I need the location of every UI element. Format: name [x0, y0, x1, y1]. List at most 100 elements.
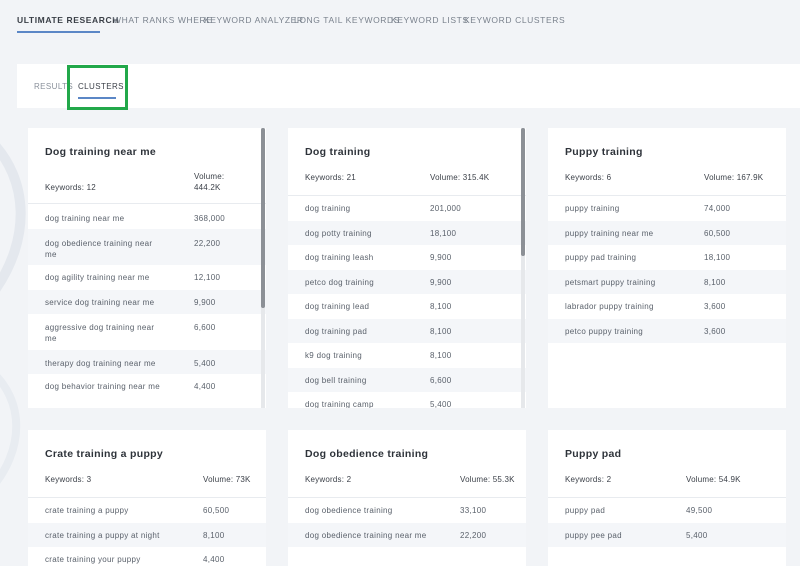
- keyword-row[interactable]: puppy pad 49,500: [548, 498, 786, 523]
- keyword-row[interactable]: dog training near me 368,000: [28, 204, 266, 229]
- tab-ultimate-research[interactable]: ULTIMATE RESEARCH: [17, 15, 119, 25]
- tab-keyword-lists[interactable]: KEYWORD LISTS: [391, 15, 469, 25]
- keyword-list: dog training 201,000 dog potty training 18…: [288, 195, 526, 408]
- cluster-keyword-count: Keywords: 21: [305, 173, 356, 182]
- keyword: dog training leash: [305, 253, 374, 262]
- scrollbar-thumb[interactable]: [261, 128, 265, 308]
- keyword: dog obedience training: [305, 506, 393, 515]
- keyword-volume: 5,400: [430, 400, 452, 408]
- keyword-row[interactable]: k9 dog training 8,100: [288, 343, 526, 368]
- keyword-row[interactable]: puppy training near me 60,500: [548, 221, 786, 245]
- keyword-volume: 22,200: [460, 531, 487, 540]
- keyword-continued: me: [45, 334, 57, 343]
- tab-keyword-clusters[interactable]: KEYWORD CLUSTERS: [464, 15, 566, 25]
- keyword-continued: me: [45, 250, 57, 259]
- keyword-row[interactable]: dog training leash 9,900: [288, 245, 526, 270]
- keyword-row[interactable]: service dog training near me 9,900: [28, 290, 266, 314]
- keyword: dog training: [305, 204, 351, 213]
- keyword-volume: 8,100: [704, 278, 726, 287]
- keyword-row[interactable]: dog bell training 6,600: [288, 368, 526, 392]
- keyword-row[interactable]: dog training lead 8,100: [288, 294, 526, 319]
- keyword: aggressive dog training near: [45, 323, 155, 332]
- keyword-row[interactable]: dog behavior training near me 4,400: [28, 374, 266, 398]
- keyword-row[interactable]: dog obedience training 33,100: [288, 498, 526, 523]
- results-subnav: RESULTS CLUSTERS: [17, 64, 800, 108]
- cluster-keyword-count: Keywords: 12: [45, 183, 96, 192]
- keyword-row[interactable]: dog obedience training near me 22,200: [28, 229, 266, 265]
- keyword-row[interactable]: crate training your puppy 4,400: [28, 547, 266, 566]
- tab-what-ranks-where[interactable]: WHAT RANKS WHERE: [113, 15, 213, 25]
- keyword-row[interactable]: dog training 201,000: [288, 196, 526, 221]
- keyword-volume: 8,100: [203, 531, 225, 540]
- keyword-volume: 3,600: [704, 327, 726, 336]
- keyword-row[interactable]: dog potty training 18,100: [288, 221, 526, 245]
- keyword-volume: 3,600: [704, 302, 726, 311]
- active-subtab-indicator: [78, 97, 116, 99]
- tab-keyword-analyzer[interactable]: KEYWORD ANALYZER: [204, 15, 304, 25]
- keyword-row[interactable]: crate training a puppy at night 8,100: [28, 523, 266, 547]
- keyword-volume: 12,100: [194, 273, 221, 282]
- cluster-title: Puppy pad: [565, 448, 622, 460]
- cluster-keyword-count: Keywords: 2: [565, 475, 612, 484]
- cluster-keyword-count: Keywords: 6: [565, 173, 612, 182]
- keyword-volume: 5,400: [686, 531, 708, 540]
- subtab-clusters[interactable]: CLUSTERS: [78, 82, 124, 91]
- keyword-row[interactable]: petco dog training 9,900: [288, 270, 526, 294]
- keyword-volume: 18,100: [704, 253, 731, 262]
- keyword: puppy pad: [565, 506, 606, 515]
- keyword-row[interactable]: labrador puppy training 3,600: [548, 294, 786, 319]
- keyword-volume: 8,100: [430, 302, 452, 311]
- cluster-title: Dog training near me: [45, 146, 157, 158]
- keyword: k9 dog training: [305, 351, 362, 360]
- keyword: petco dog training: [305, 278, 375, 287]
- keyword-row[interactable]: puppy pee pad 5,400: [548, 523, 786, 547]
- keyword-row[interactable]: petco puppy training 3,600: [548, 319, 786, 343]
- keyword: puppy training: [565, 204, 620, 213]
- keyword: dog training near me: [45, 214, 125, 223]
- cluster-title: Dog obedience training: [305, 448, 429, 460]
- keyword-volume: 5,400: [194, 359, 216, 368]
- cluster-volume: Volume: 54.9K: [686, 475, 741, 484]
- keyword-row[interactable]: aggressive dog training near me 6,600: [28, 314, 266, 350]
- keyword-volume: 18,100: [430, 229, 457, 238]
- tab-long-tail-keywords[interactable]: LONG TAIL KEYWORDS: [294, 15, 401, 25]
- keyword-list: dog obedience training 33,100 dog obedien…: [288, 497, 526, 547]
- keyword-volume: 9,900: [430, 278, 452, 287]
- keyword-row[interactable]: dog training pad 8,100: [288, 319, 526, 343]
- keyword-row[interactable]: crate training a puppy 60,500: [28, 498, 266, 523]
- keyword: crate training a puppy at night: [45, 531, 160, 540]
- cluster-title: Dog training: [305, 146, 371, 158]
- keyword: petsmart puppy training: [565, 278, 656, 287]
- keyword-row[interactable]: dog agility training near me 12,100: [28, 265, 266, 290]
- keyword: dog behavior training near me: [45, 382, 160, 391]
- keyword-volume: 8,100: [430, 351, 452, 360]
- keyword-list: puppy training 74,000 puppy training near…: [548, 195, 786, 343]
- keyword-volume: 368,000: [194, 214, 226, 223]
- keyword: dog bell training: [305, 376, 367, 385]
- scrollbar-thumb[interactable]: [521, 128, 525, 256]
- keyword-volume: 4,400: [203, 555, 225, 564]
- cluster-card: Crate training a puppy Keywords: 3 Volum…: [28, 430, 266, 566]
- keyword-row[interactable]: puppy pad training 18,100: [548, 245, 786, 270]
- keyword: dog agility training near me: [45, 273, 150, 282]
- keyword: service dog training near me: [45, 298, 155, 307]
- keyword-volume: 74,000: [704, 204, 731, 213]
- cluster-title: Crate training a puppy: [45, 448, 164, 460]
- cluster-card: Puppy training Keywords: 6 Volume: 167.9…: [548, 128, 786, 408]
- cluster-title: Puppy training: [565, 146, 643, 158]
- keyword-volume: 49,500: [686, 506, 713, 515]
- cluster-keyword-count: Keywords: 2: [305, 475, 352, 484]
- keyword: labrador puppy training: [565, 302, 654, 311]
- keyword: crate training your puppy: [45, 555, 141, 564]
- keyword-row[interactable]: petsmart puppy training 8,100: [548, 270, 786, 294]
- keyword-row[interactable]: dog obedience training near me 22,200: [288, 523, 526, 547]
- cluster-card: Dog obedience training Keywords: 2 Volum…: [288, 430, 526, 566]
- keyword-list: crate training a puppy 60,500 crate train…: [28, 497, 266, 566]
- keyword-row[interactable]: puppy training 74,000: [548, 196, 786, 221]
- subtab-results[interactable]: RESULTS: [34, 82, 74, 91]
- keyword-row[interactable]: dog training camp 5,400: [288, 392, 526, 408]
- keyword-row[interactable]: therapy dog training near me 5,400: [28, 350, 266, 374]
- keyword: petco puppy training: [565, 327, 644, 336]
- keyword-volume: 60,500: [704, 229, 731, 238]
- keyword-volume: 6,600: [430, 376, 452, 385]
